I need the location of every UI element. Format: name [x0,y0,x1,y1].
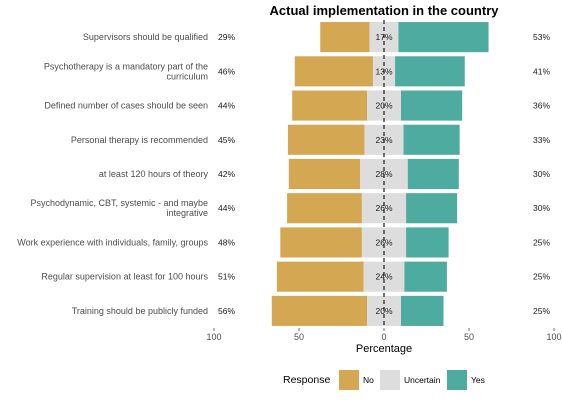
label-uncertain-4: 28% [375,169,392,179]
label-yes-2: 36% [533,101,550,111]
category-label-1: Psychotherapy is a mandatory part of the… [44,61,208,81]
category-label-6: Work experience with individuals, family… [17,237,208,247]
legend-label-uncertain: Uncertain [404,375,441,385]
x-tick-label-3: 50 [464,332,474,342]
label-uncertain-3: 23% [375,135,392,145]
label-no-3: 45% [218,135,235,145]
label-yes-6: 25% [533,237,550,247]
legend-key-uncertain [380,370,400,390]
label-yes-1: 41% [533,66,550,76]
label-yes-0: 53% [533,32,550,42]
legend-key-yes [447,370,467,390]
category-label-7: Regular supervision at least for 100 hou… [41,272,208,282]
label-uncertain-6: 26% [375,237,392,247]
bar-yes-3 [403,124,460,155]
bar-yes-1 [395,56,465,87]
bar-no-3 [287,124,365,155]
x-axis-label: Percentage [356,343,412,355]
label-yes-8: 25% [533,306,550,316]
category-label-2: Defined number of cases should be seen [44,101,208,111]
label-no-6: 48% [218,237,235,247]
legend-key-no [339,370,359,390]
label-no-7: 51% [218,272,235,282]
label-no-4: 42% [218,169,235,179]
x-axis: 100 50 0 50 100 [206,328,562,342]
labels-layer: 29% 17% 53% Supervisors should be qualified… [17,32,550,316]
label-uncertain-0: 17% [375,32,392,42]
chart-title: Actual implementation in the country [270,3,500,18]
bar-no-8 [271,295,367,326]
label-no-2: 44% [218,101,235,111]
label-no-1: 46% [218,66,235,76]
bar-no-1 [294,56,373,87]
bar-yes-5 [406,193,458,224]
label-yes-3: 33% [533,135,550,145]
bar-yes-0 [398,22,489,53]
legend-label-no: No [363,375,374,385]
bar-no-6 [280,227,362,258]
bar-yes-7 [404,261,447,292]
label-yes-5: 30% [533,203,550,213]
category-label-0: Supervisors should be qualified [83,32,208,42]
label-uncertain-1: 13% [375,66,392,76]
label-uncertain-8: 20% [375,306,392,316]
bars-layer [271,20,489,328]
bar-yes-8 [401,295,444,326]
x-tick-label-2: 0 [381,332,386,342]
label-no-5: 44% [218,203,235,213]
bar-no-2 [292,90,367,121]
bar-no-5 [287,193,362,224]
label-yes-7: 25% [533,272,550,282]
label-uncertain-5: 26% [375,203,392,213]
label-yes-4: 30% [533,169,550,179]
legend-title: Response [283,374,330,386]
label-no-8: 56% [218,306,235,316]
legend: Response No Uncertain Yes [283,370,485,390]
bar-no-4 [288,158,361,190]
category-label-8: Training should be publicly funded [72,306,208,316]
legend-label-yes: Yes [471,375,485,385]
x-tick-label-0: 100 [206,332,221,342]
x-tick-label-1: 50 [294,332,304,342]
label-uncertain-2: 20% [375,101,392,111]
bar-no-7 [276,261,364,292]
category-label-4: at least 120 hours of theory [99,169,209,179]
bar-no-0 [320,22,370,53]
category-label-5: Psychodynamic, CBT, systemic - and maybe… [30,198,208,218]
label-no-0: 29% [218,32,235,42]
bar-yes-2 [401,90,463,121]
bar-yes-4 [407,158,459,190]
label-uncertain-7: 24% [375,272,392,282]
category-label-3: Personal therapy is recommended [71,135,208,145]
x-tick-label-4: 100 [546,332,561,342]
bar-yes-6 [406,227,449,258]
